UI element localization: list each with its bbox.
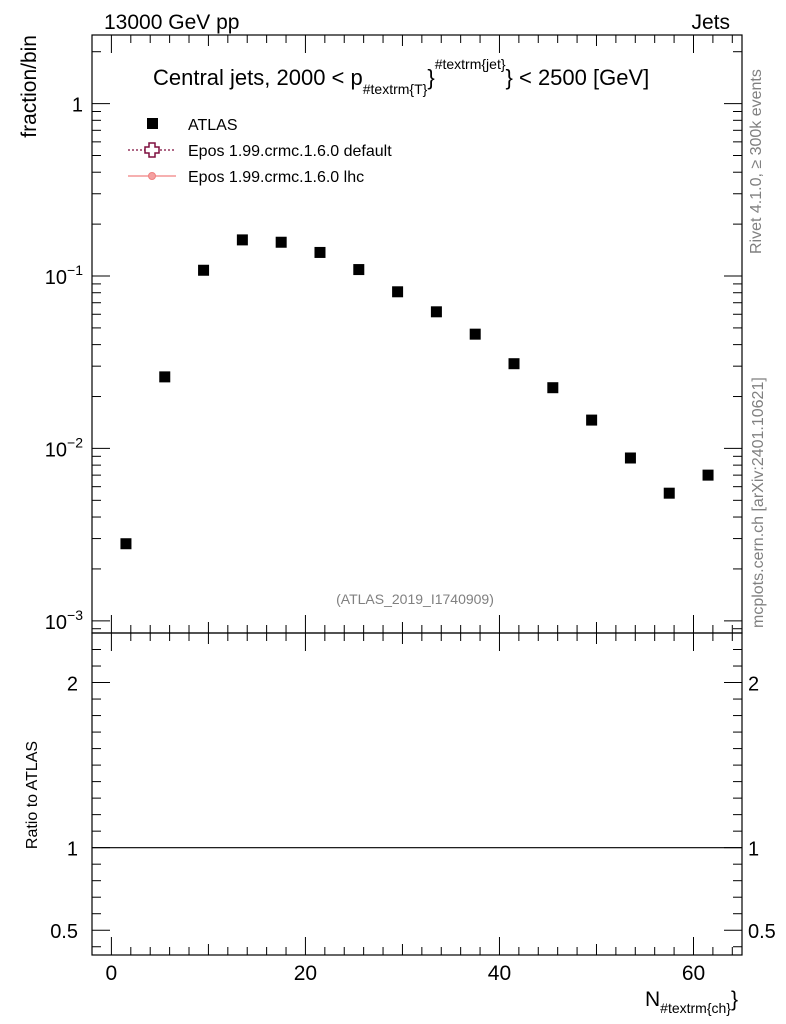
legend-epos-default-marker xyxy=(144,142,160,158)
title-subscript: #textrm{T} xyxy=(363,81,428,97)
title-main: Central jets, 2000 < p xyxy=(153,65,363,90)
atlas-data-point xyxy=(392,286,404,298)
legend: ATLAS Epos 1.99.crmc.1.6.0 default Epos … xyxy=(128,117,392,186)
legend-atlas-marker xyxy=(147,118,158,129)
x-axis-title-brace: } xyxy=(731,988,738,1011)
legend-epos-default-label: Epos 1.99.crmc.1.6.0 default xyxy=(188,143,392,160)
y-tick-label: 10−3 xyxy=(45,607,83,634)
x-tick-label: 60 xyxy=(682,962,705,985)
ratio-panel-frame xyxy=(91,632,743,956)
y-tick-label-exponent: −3 xyxy=(67,607,83,623)
ratio-y-axis-title: Ratio to ATLAS xyxy=(24,741,41,849)
atlas-data-point xyxy=(624,452,636,464)
x-axis-title-main: N xyxy=(645,988,660,1011)
atlas-data-point xyxy=(586,414,598,426)
x-axis-title: N#textrm{ch}} xyxy=(645,988,738,1016)
atlas-data-point xyxy=(275,236,287,248)
title-end: } < 2500 [GeV] xyxy=(506,65,650,90)
legend-atlas-label: ATLAS xyxy=(188,117,238,134)
analysis-tag: (ATLAS_2019_I1740909) xyxy=(336,591,494,607)
ratio-tick-label-right: 0.5 xyxy=(748,921,776,943)
y-tick-label-base: 10 xyxy=(45,267,67,289)
atlas-data-point xyxy=(198,264,210,276)
rivet-version-label: Rivet 4.1.0, ≥ 300k events xyxy=(748,69,765,254)
x-tick-label: 0 xyxy=(106,962,118,985)
mcplots-label: mcplots.cern.ch [arXiv:2401.10621] xyxy=(750,377,767,628)
atlas-data-point xyxy=(508,358,520,370)
ratio-tick-label-left: 0.5 xyxy=(50,921,78,943)
atlas-data-point xyxy=(120,538,132,550)
atlas-data-point xyxy=(159,371,171,383)
ratio-tick-label-left: 1 xyxy=(67,839,78,861)
title-superscript: #textrm{jet} xyxy=(435,56,506,72)
y-tick-label-exponent: −1 xyxy=(67,262,83,278)
x-tick-label: 40 xyxy=(488,962,511,985)
x-axis-title-sub: #textrm{ch} xyxy=(660,1000,731,1016)
atlas-data-point xyxy=(430,306,442,318)
atlas-data-point xyxy=(236,234,248,246)
atlas-data-point xyxy=(663,487,675,499)
y-tick-label-exponent: −2 xyxy=(67,434,83,450)
legend-epos-lhc-label: Epos 1.99.crmc.1.6.0 lhc xyxy=(188,169,364,186)
ratio-tick-label-left: 2 xyxy=(67,674,78,696)
header-energy-label: 13000 GeV pp xyxy=(104,11,239,34)
ratio-tick-label-right: 2 xyxy=(748,674,759,696)
plot-title: Central jets, 2000 < p#textrm{T}}#textrm… xyxy=(153,56,649,97)
title-brace: } xyxy=(427,65,434,90)
y-tick-label: 1 xyxy=(72,95,83,117)
y-tick-label-base: 10 xyxy=(45,439,67,461)
ratio-tick-label-right: 1 xyxy=(748,839,759,861)
atlas-data-point xyxy=(314,246,326,258)
y-tick-label: 10−1 xyxy=(45,262,83,289)
header-jets-label: Jets xyxy=(691,11,730,34)
data-points xyxy=(120,234,714,550)
legend-epos-lhc-marker xyxy=(148,172,156,180)
atlas-data-point xyxy=(353,264,365,276)
atlas-data-point xyxy=(547,382,559,394)
y-tick-label: 10−2 xyxy=(45,434,83,461)
y-axis-title: fraction/bin xyxy=(18,35,41,138)
atlas-data-point xyxy=(469,328,481,340)
x-tick-label: 20 xyxy=(294,962,317,985)
atlas-data-point xyxy=(702,469,714,481)
axis-ticks xyxy=(92,35,742,955)
y-tick-label-base: 10 xyxy=(45,612,67,634)
